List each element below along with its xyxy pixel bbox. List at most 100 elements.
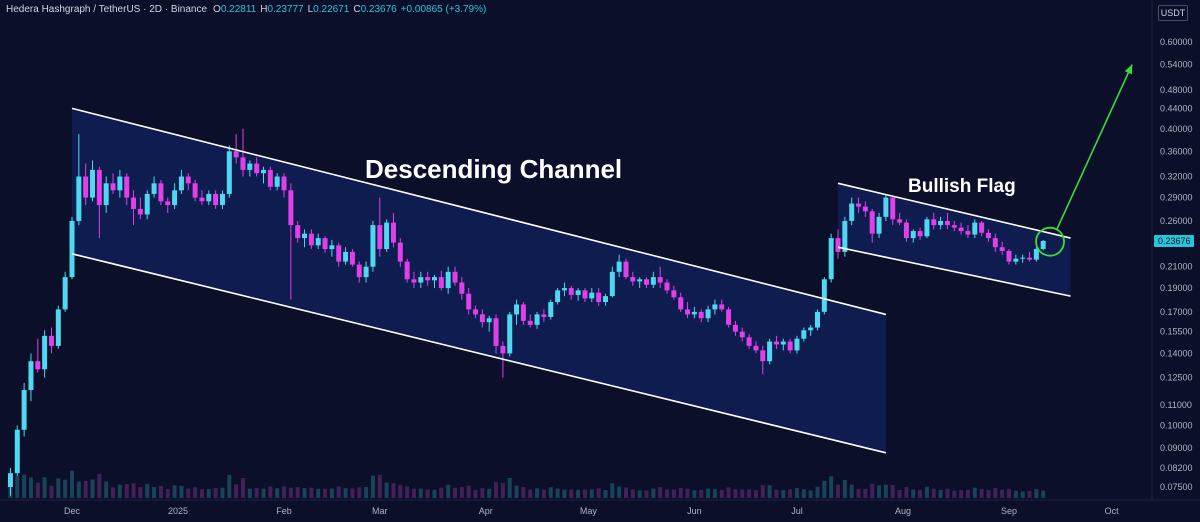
volume-bar [541,489,546,498]
volume-bar [459,486,464,498]
candle [596,288,602,306]
volume-bar [152,486,157,498]
volume-bar [1000,489,1005,498]
volume-bar [596,488,601,498]
last-price-badge: 0.23676 [1154,234,1194,247]
candle-body [931,219,937,226]
last-price-badge-bg [1154,234,1194,247]
volume-bar [199,489,204,498]
price-axis[interactable]: 0.60000 0.54000 0.48000 0.44000 0.40000 0.360… [1160,37,1193,492]
candle-body [992,238,998,248]
volume-bar [97,473,102,498]
volume-bar [555,488,560,498]
candle [281,173,287,198]
price-tick-label: 0.17000 [1160,307,1193,317]
candle-body [267,169,273,187]
candle-body [466,293,472,310]
candle [527,314,533,328]
candle-body [1033,249,1039,260]
candle-body [103,183,109,206]
candle [233,134,239,164]
breakout-circle[interactable] [1035,226,1065,257]
volume-bar [63,479,68,498]
low-key: L [307,4,314,15]
symbol-name[interactable]: Hedera Hashgraph / TetherUS · 2D · Binan… [6,4,208,15]
candle [322,236,328,253]
candle-body [281,176,287,191]
candle-body [336,245,342,262]
candle [172,183,178,209]
channel-upper-line[interactable] [71,107,887,316]
volume-bar [193,487,198,498]
candle-body [732,324,738,332]
volume-bar [521,486,526,498]
candle [979,220,985,237]
price-tick-label: 0.40000 [1160,124,1193,134]
candle [493,314,499,354]
volume-bar [111,487,116,498]
candle [561,282,567,297]
price-tick-label: 0.44000 [1160,103,1193,113]
volume-bar [952,490,957,498]
volume-bar [439,487,444,498]
time-axis[interactable]: Dec 2025 Feb Mar Apr May Jun Jul Aug Sep Oct [64,506,1119,516]
close-key: C [353,4,361,15]
volume-bar [186,488,191,498]
candle [178,169,184,194]
target-arrow[interactable] [1056,64,1133,230]
candle-body [21,390,27,430]
volume-bar [849,484,854,498]
volume-bar [801,489,806,498]
candle [158,179,164,206]
candle [609,266,615,298]
flag-upper-line[interactable] [837,182,1071,239]
candle-body [295,225,301,239]
candle [390,212,396,248]
candle-body [753,345,759,351]
time-tick-label: Mar [372,506,388,516]
candle-body [62,277,68,310]
candle [377,197,383,257]
time-tick-label: Jul [791,506,803,516]
currency-badge[interactable]: USDT [1158,5,1188,21]
candle [801,327,807,342]
volume-bar [282,486,287,498]
volume-bar [234,484,239,498]
volume-bar [945,488,950,498]
high-value: 0.23777 [267,4,304,15]
candle [719,299,725,312]
volume-bar [562,489,567,498]
candle-body [1040,240,1046,249]
candle [548,299,554,320]
volume-bar [295,487,300,498]
price-tick-label: 0.09000 [1160,443,1193,453]
volume-bar [822,480,827,498]
flag-lower-line[interactable] [837,246,1071,297]
candle [418,271,424,289]
candle [910,229,916,243]
candle-body [172,190,178,206]
candle [90,160,96,202]
candle-body [582,290,588,299]
candle-body [356,264,362,278]
volume-bar [870,483,875,498]
candle [568,285,574,300]
candle-body [69,220,75,278]
channel-lower-line[interactable] [71,253,887,454]
price-tick-label: 0.14000 [1160,348,1193,358]
candle-body [117,176,123,191]
volume-bar [213,488,218,498]
candle [1040,240,1046,251]
volume-bar [206,489,211,498]
time-tick-label: Sep [1001,506,1017,516]
candle [1033,247,1039,262]
candle-body [431,277,437,281]
candle-body [390,222,396,243]
candle [295,220,301,243]
candle-body [226,151,232,194]
candle [384,219,390,252]
candle-body [534,314,540,325]
candle [219,190,225,209]
volume-bar [35,482,40,498]
